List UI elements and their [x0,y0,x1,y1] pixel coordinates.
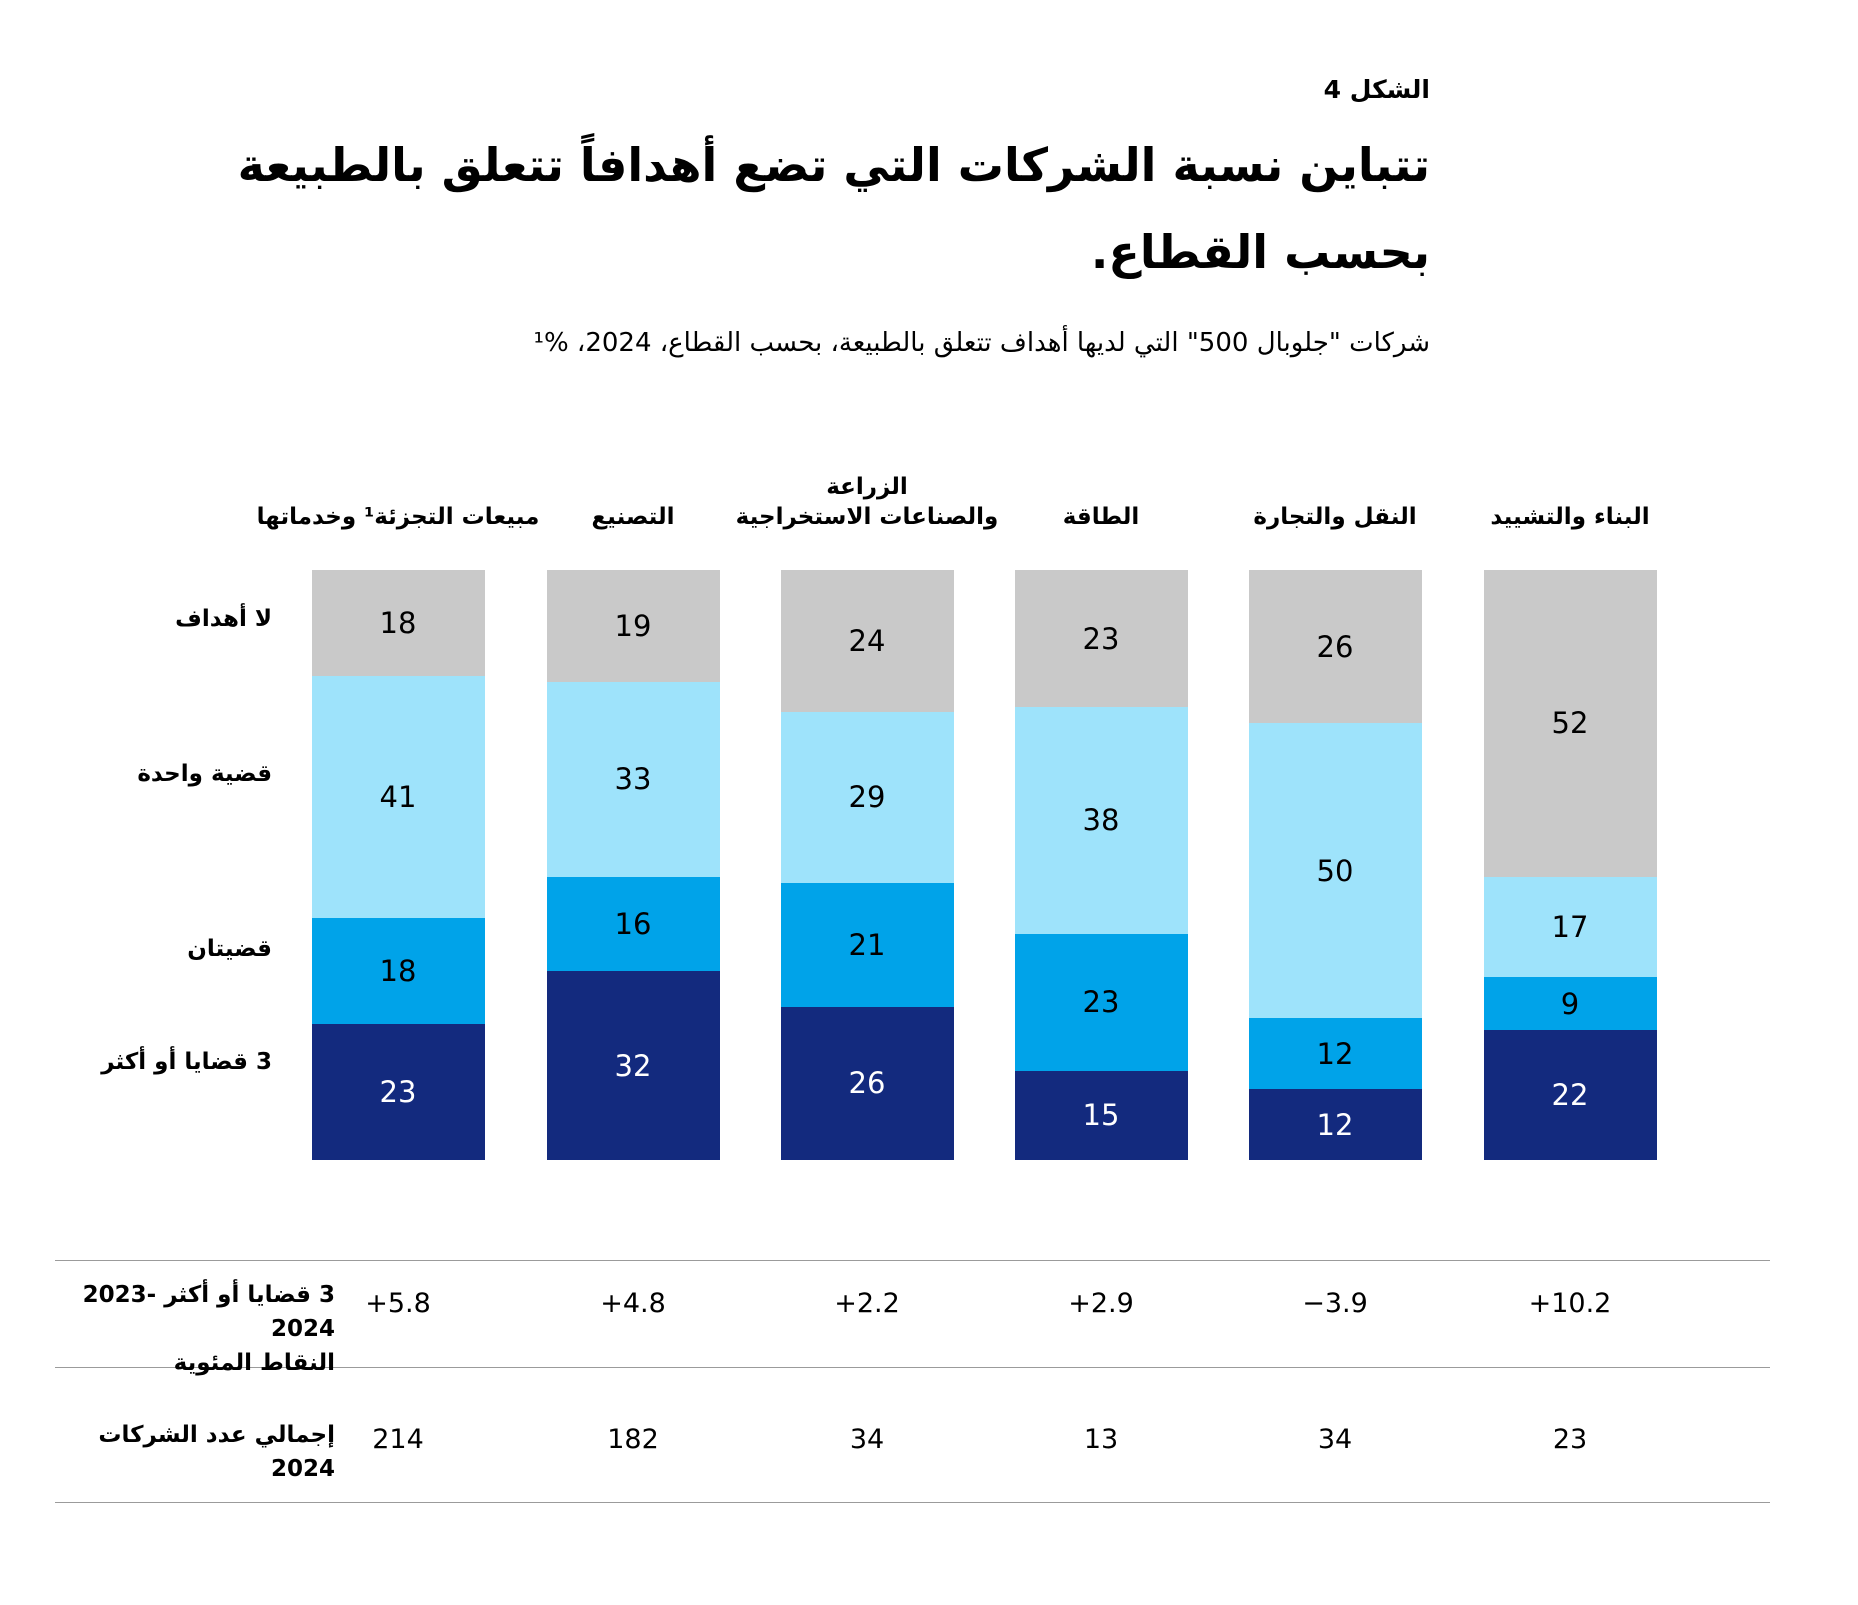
table-change-value: +2.2 [834,1288,900,1319]
column-header: النقل والتجارة [1175,502,1495,532]
bar-segment: 26 [780,1006,954,1160]
column-header: التصنيع [473,502,793,532]
bar-segment: 12 [1248,1089,1422,1160]
bar-value-label: 41 [379,780,417,815]
column-header-line: البناء والتشييد [1490,504,1650,530]
table-total-value: 34 [849,1424,885,1455]
bar-value-label: 9 [1560,986,1580,1021]
bar-value-label: 29 [848,780,886,815]
bar-segment: 29 [780,711,954,883]
table-row-label-change-main: 3 قضايا أو أكثر [164,1282,335,1308]
page-title-line2: بحسب القطاع. [1090,225,1430,279]
bar-value-label: 23 [1082,985,1120,1020]
bar-segment: 22 [1483,1030,1657,1160]
table-total-value: 182 [607,1424,659,1455]
column-header: البناء والتشييد [1410,502,1730,532]
table-total-value: 214 [372,1424,424,1455]
bar-value-label: 18 [379,954,417,989]
bar-segment: 26 [1248,570,1422,724]
chart-subtitle: شركات "جلوبال 500" التي لديها أهداف تتعل… [533,328,1430,358]
row-label-one-issue: قضية واحدة [137,761,272,787]
bar-value-label: 16 [614,906,652,941]
bar-value-label: 33 [614,762,652,797]
table-change-value: −3.9 [1302,1288,1368,1319]
bar-segment: 18 [311,918,485,1025]
table-change-value: +2.9 [1068,1288,1134,1319]
table-row-label-change-line1: 3 قضايا أو أكثر 2023-2024 [55,1278,335,1346]
bar-value-label: 23 [1082,621,1120,656]
bar-segment: 41 [311,676,485,919]
bar-segment: 9 [1483,977,1657,1031]
bar-value-label: 12 [1316,1107,1354,1142]
bar-segment: 52 [1483,570,1657,877]
bar-segment: 38 [1014,707,1188,934]
bar-value-label: 26 [848,1066,886,1101]
column-header-line: مبيعات التجزئة¹ وخدماتها [256,504,540,530]
table-change-value: +5.8 [365,1288,431,1319]
row-label-two-issues: قضيتان [187,936,272,962]
bar-value-label: 12 [1316,1036,1354,1071]
table-total-value: 13 [1083,1424,1119,1455]
bar-value-label: 17 [1551,909,1589,944]
bar-value-label: 38 [1082,803,1120,838]
bar-value-label: 18 [379,606,417,641]
column-header-line: الطاقة [1062,504,1140,530]
bar-value-label: 22 [1551,1078,1589,1113]
table-row-label-change-line2: النقاط المئوية [173,1350,335,1376]
bar-value-label: 52 [1551,706,1589,741]
row-label-three-issues: 3 قضايا أو أكثر [101,1049,272,1075]
bar-value-label: 32 [614,1048,652,1083]
row-label-no-targets: لا أهداف [175,606,272,632]
column-header: مبيعات التجزئة¹ وخدماتها [238,502,558,532]
bar-segment: 21 [780,882,954,1007]
divider-bottom [55,1502,1770,1503]
page-title: تتباين نسبة الشركات التي تضع أهدافاً تتع… [238,122,1430,296]
bar-segment: 17 [1483,876,1657,978]
bar-value-label: 23 [379,1075,417,1110]
column-header-line: النقل والتجارة [1253,504,1417,530]
column-header: الزراعة والصناعات الاستخراجية [707,472,1027,532]
table-total-value: 23 [1552,1424,1588,1455]
bar-segment: 23 [1014,570,1188,708]
bar-segment: 15 [1014,1070,1188,1160]
table-total-value: 34 [1317,1424,1353,1455]
divider-top [55,1260,1770,1261]
table-row-label-change-years: 2023-2024 [82,1282,335,1342]
bar-segment: 18 [311,570,485,677]
column-header-line: التصنيع [591,504,675,530]
figure-number-label: الشكل 4 [1323,75,1430,104]
column-header-line: والصناعات الاستخراجية [735,504,999,530]
bar-value-label: 26 [1316,629,1354,664]
bar-value-label: 24 [848,623,886,658]
bar-value-label: 21 [848,927,886,962]
table-row-label-change: 3 قضايا أو أكثر 2023-2024 النقاط المئوية [55,1278,335,1380]
table-change-value: +4.8 [600,1288,666,1319]
divider-middle [55,1367,1770,1368]
table-row-label-total: إجمالي عدد الشركات 2024 [98,1422,335,1482]
bar-segment: 24 [780,570,954,712]
table-change-value: +10.2 [1528,1288,1612,1319]
bar-value-label: 50 [1316,853,1354,888]
bar-value-label: 19 [614,609,652,644]
bar-value-label: 15 [1082,1098,1120,1133]
column-header: الطاقة [941,502,1261,532]
page-title-line1: تتباين نسبة الشركات التي تضع أهدافاً تتع… [237,138,1430,192]
bar-segment: 33 [546,682,720,877]
bar-segment: 23 [1014,933,1188,1071]
bar-segment: 12 [1248,1018,1422,1090]
bar-segment: 19 [546,570,720,683]
bar-segment: 16 [546,876,720,972]
bar-segment: 32 [546,971,720,1160]
bar-segment: 50 [1248,723,1422,1019]
bar-segment: 23 [311,1024,485,1160]
column-header-line: الزراعة [826,474,908,500]
